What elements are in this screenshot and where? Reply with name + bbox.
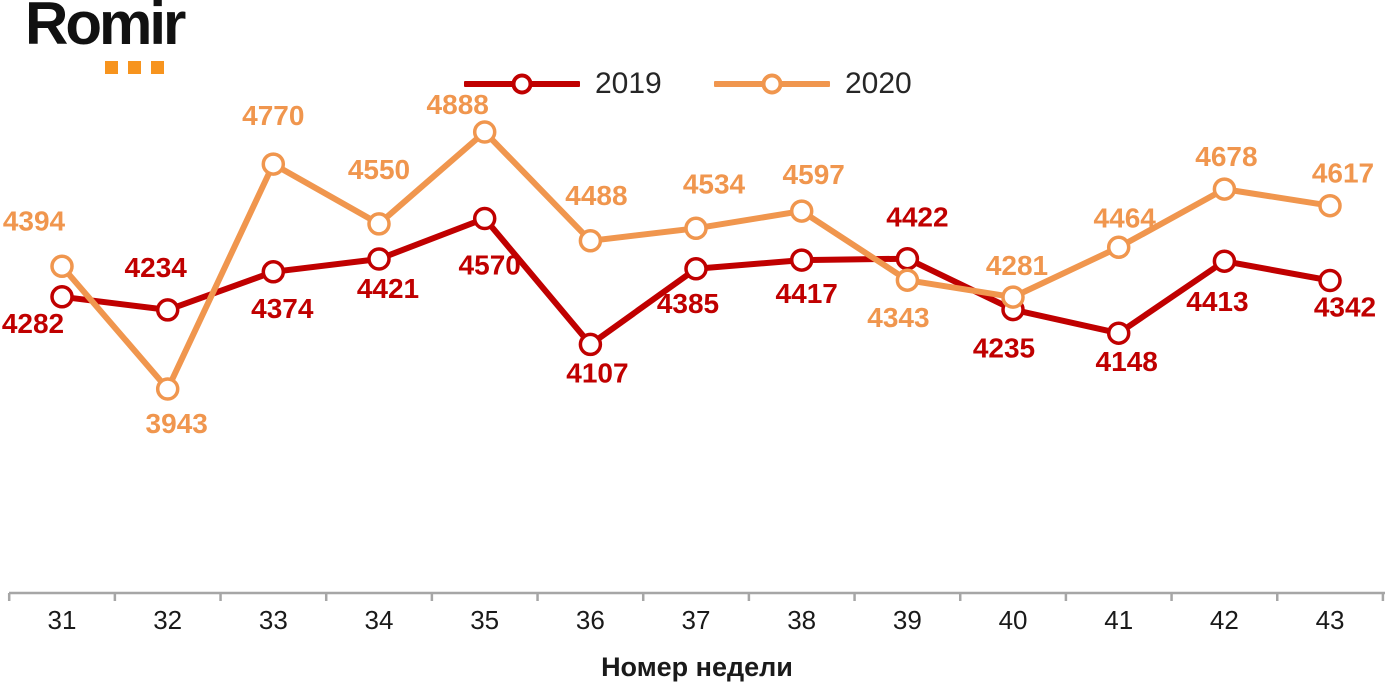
x-axis-tick-label: 40 [999, 605, 1028, 635]
x-axis-tick-label: 43 [1316, 605, 1345, 635]
x-axis-tick-label: 41 [1104, 605, 1133, 635]
data-label-2019-week-32: 4234 [125, 252, 188, 283]
data-point-2020-week-42[interactable] [1212, 177, 1237, 201]
romir-logo-dots [105, 61, 164, 74]
data-label-2019-week-39: 4422 [886, 202, 948, 233]
data-label-2020-week-38: 4597 [783, 159, 845, 190]
x-axis-title: Номер недели [601, 652, 793, 682]
x-axis-tick-label: 34 [365, 605, 394, 635]
data-point-2020-week-37[interactable] [684, 216, 708, 241]
data-label-2020-week-32: 3943 [146, 408, 208, 439]
data-point-2019-week-31[interactable] [50, 285, 74, 309]
legend-line-2019-icon [464, 73, 580, 95]
logo-dot [151, 61, 164, 74]
data-point-2019-week-33[interactable] [261, 260, 286, 284]
data-point-2019-week-37[interactable] [684, 257, 708, 281]
legend-item-2019[interactable]: 2019 [464, 67, 662, 100]
data-label-2020-week-34: 4550 [348, 154, 410, 185]
data-label-2020-week-43: 4617 [1312, 158, 1374, 189]
x-axis-tick-label: 39 [893, 605, 922, 635]
data-point-2020-week-35[interactable] [472, 120, 497, 144]
legend-label-2020: 2020 [845, 67, 912, 100]
data-point-2019-week-42[interactable] [1212, 249, 1237, 273]
data-label-2019-week-35: 4570 [459, 250, 521, 281]
data-point-2020-week-39[interactable] [895, 268, 920, 292]
data-point-2020-week-43[interactable] [1318, 193, 1342, 218]
data-point-2019-week-32[interactable] [155, 298, 180, 322]
legend-item-2020[interactable]: 2020 [714, 67, 912, 100]
x-axis-tick-label: 33 [259, 605, 288, 635]
x-axis-tick-label: 31 [48, 605, 77, 635]
data-label-2019-week-43: 4342 [1314, 292, 1376, 323]
data-label-2019-week-38: 4417 [776, 278, 838, 309]
data-label-2020-week-42: 4678 [1195, 141, 1257, 172]
x-axis-tick-label: 42 [1210, 605, 1239, 635]
data-point-2020-week-34[interactable] [367, 212, 391, 236]
data-label-2020-week-39: 4343 [867, 302, 929, 333]
data-label-2019-week-31: 4282 [2, 308, 64, 339]
data-point-2019-week-41[interactable] [1106, 321, 1131, 345]
data-point-2019-week-38[interactable] [789, 248, 814, 272]
data-label-2019-week-37: 4385 [657, 288, 719, 319]
data-label-2020-week-36: 4488 [565, 180, 627, 211]
data-label-2019-week-42: 4413 [1186, 286, 1248, 317]
data-point-2020-week-33[interactable] [261, 152, 286, 176]
data-label-2020-week-31: 4394 [3, 205, 66, 236]
data-point-2019-week-43[interactable] [1318, 268, 1342, 293]
legend-marker-2020-icon [761, 73, 783, 95]
data-point-2020-week-31[interactable] [50, 254, 74, 279]
x-axis-tick-label: 35 [470, 605, 499, 635]
logo-dot [105, 61, 118, 74]
legend-marker-2019-icon [511, 73, 533, 95]
x-axis-tick-label: 38 [787, 605, 816, 635]
data-point-2020-week-40[interactable] [1001, 285, 1025, 309]
data-point-2020-week-38[interactable] [789, 199, 814, 223]
romir-logo: Romir [25, 0, 245, 82]
data-point-2019-week-39[interactable] [895, 246, 920, 271]
data-point-2019-week-35[interactable] [472, 206, 497, 231]
data-label-2020-week-41: 4464 [1094, 202, 1157, 233]
romir-logo-text: Romir [25, 0, 186, 57]
data-label-2020-week-33: 4770 [242, 100, 304, 131]
data-label-2019-week-34: 4421 [357, 273, 419, 304]
x-axis-tick-label: 32 [153, 605, 182, 635]
legend-line-2020-icon [714, 73, 830, 95]
data-label-2019-week-40: 4235 [973, 333, 1035, 364]
data-label-2020-week-40: 4281 [986, 250, 1048, 281]
data-point-2020-week-41[interactable] [1106, 235, 1131, 260]
data-label-2019-week-33: 4374 [251, 293, 314, 324]
data-label-2020-week-37: 4534 [683, 168, 746, 199]
data-point-2020-week-36[interactable] [578, 229, 603, 253]
data-point-2019-week-36[interactable] [578, 332, 603, 357]
data-point-2020-week-32[interactable] [155, 377, 180, 401]
data-label-2020-week-35: 4888 [427, 89, 489, 120]
legend-label-2019: 2019 [595, 67, 662, 100]
x-axis-tick-label: 36 [576, 605, 605, 635]
logo-dot [128, 61, 141, 74]
x-axis-tick-label: 37 [682, 605, 711, 635]
data-label-2019-week-36: 4107 [566, 357, 628, 388]
data-label-2019-week-41: 4148 [1096, 346, 1158, 377]
data-point-2019-week-34[interactable] [367, 247, 391, 271]
